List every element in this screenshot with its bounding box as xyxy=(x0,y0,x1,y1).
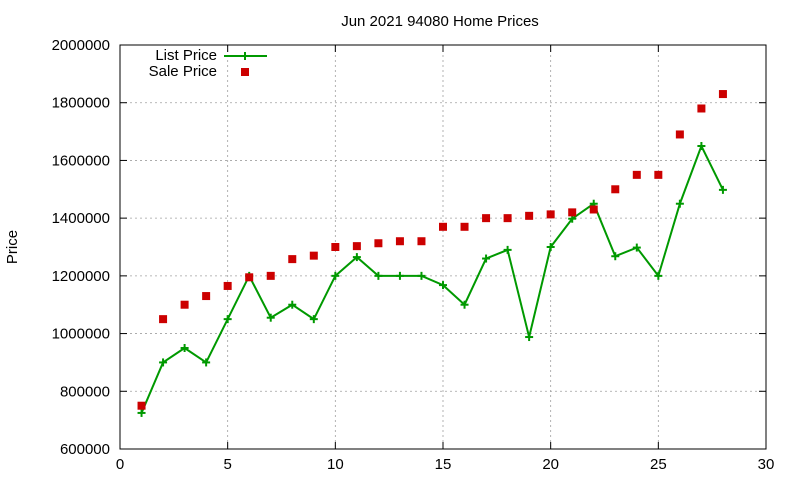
x-tick-label: 25 xyxy=(650,456,667,473)
data-point xyxy=(439,281,447,290)
y-tick-label: 1000000 xyxy=(52,326,110,343)
data-point xyxy=(503,245,512,254)
data-point xyxy=(137,408,146,417)
axis-ticks: 0 5 10 15 20 25 30 600000 800000 1000000 1200000 14… xyxy=(52,37,775,473)
data-point xyxy=(546,243,555,251)
data-point xyxy=(309,251,318,260)
series-list-price xyxy=(137,142,727,417)
y-tick-label: 1600000 xyxy=(52,152,110,169)
legend-marker xyxy=(241,68,249,76)
data-point xyxy=(223,281,232,290)
y-tick-label: 1400000 xyxy=(52,210,110,227)
data-point xyxy=(611,185,620,194)
data-point xyxy=(288,255,297,264)
data-point xyxy=(632,243,641,252)
data-point xyxy=(266,271,275,280)
data-point xyxy=(417,271,426,280)
data-point xyxy=(202,358,211,367)
data-point xyxy=(697,142,706,150)
y-tick-label: 800000 xyxy=(60,383,110,400)
legend-label: Sale Price xyxy=(149,63,217,80)
data-point xyxy=(482,214,491,223)
grid xyxy=(120,45,766,449)
y-tick-label: 1200000 xyxy=(52,268,110,285)
data-point xyxy=(546,210,555,219)
data-point xyxy=(288,300,297,309)
series xyxy=(137,90,727,417)
data-point xyxy=(460,222,469,231)
data-point xyxy=(460,300,469,309)
data-point xyxy=(180,300,189,309)
legend-marker xyxy=(241,52,249,60)
data-point xyxy=(718,185,727,194)
y-tick-label: 1800000 xyxy=(52,95,110,112)
data-point xyxy=(503,214,512,223)
data-point xyxy=(374,271,383,280)
data-point xyxy=(352,242,361,251)
data-point xyxy=(697,104,706,113)
data-point xyxy=(654,271,663,280)
data-point xyxy=(331,271,340,280)
data-point xyxy=(159,358,168,367)
data-point xyxy=(525,333,534,342)
x-tick-label: 30 xyxy=(758,456,775,473)
data-point xyxy=(525,211,534,220)
x-tick-label: 15 xyxy=(435,456,452,473)
y-tick-label: 2000000 xyxy=(52,37,110,54)
data-point xyxy=(482,254,491,263)
data-point xyxy=(159,315,168,324)
data-point xyxy=(632,170,641,179)
y-tick-label: 600000 xyxy=(60,441,110,458)
x-tick-label: 20 xyxy=(542,456,559,473)
data-point xyxy=(395,237,404,246)
x-tick-label: 0 xyxy=(116,456,124,473)
data-point xyxy=(417,237,426,246)
data-point xyxy=(331,243,340,251)
data-point xyxy=(202,292,211,301)
series-sale-price xyxy=(137,90,727,410)
data-point xyxy=(137,401,146,410)
data-point xyxy=(245,273,254,282)
y-axis-title: Price xyxy=(4,230,21,264)
data-point xyxy=(718,90,727,99)
data-point xyxy=(589,205,598,214)
series-line xyxy=(140,143,724,414)
data-point xyxy=(395,271,404,280)
x-tick-label: 10 xyxy=(327,456,344,473)
data-point xyxy=(309,315,318,324)
data-point xyxy=(352,253,361,262)
data-point xyxy=(180,344,189,352)
data-point xyxy=(654,170,663,179)
data-point xyxy=(374,239,383,248)
data-point xyxy=(439,222,447,231)
data-point xyxy=(266,313,275,322)
data-point xyxy=(675,130,684,139)
data-point xyxy=(675,199,684,208)
data-point xyxy=(611,252,620,261)
chart-title: Jun 2021 94080 Home Prices xyxy=(341,13,539,30)
data-point xyxy=(568,208,577,217)
data-point xyxy=(223,315,232,324)
legend-label: List Price xyxy=(155,47,217,64)
x-tick-label: 5 xyxy=(223,456,231,473)
